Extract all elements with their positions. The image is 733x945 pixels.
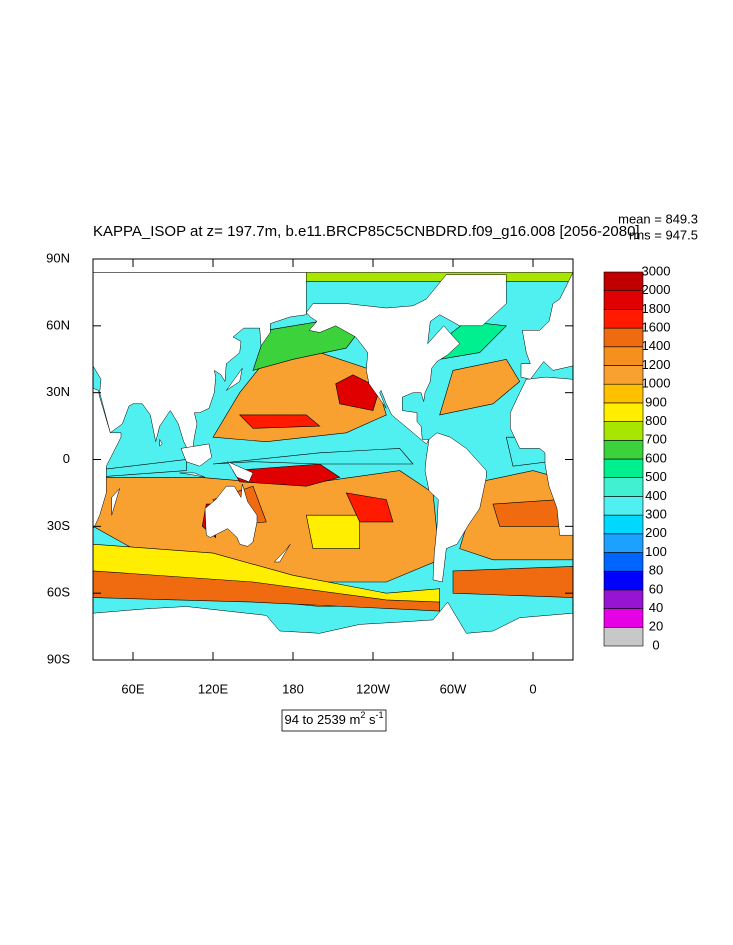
x-tick-label: 120W <box>356 681 391 696</box>
x-tick-label: 0 <box>529 681 536 696</box>
range-text: s <box>365 712 376 727</box>
y-tick-label: 30N <box>46 384 70 399</box>
range-label: 94 to 2539 m2 s-1 <box>284 710 383 727</box>
ocean-field <box>212 448 414 465</box>
colorbar-label: 1800 <box>642 301 671 316</box>
land <box>111 488 120 516</box>
colorbar-label: 20 <box>649 619 663 634</box>
colorbar-label: 80 <box>649 563 663 578</box>
colorbar-label: 3000 <box>642 263 671 278</box>
colorbar-box <box>603 496 644 516</box>
colorbar-box <box>603 290 644 310</box>
range-sup: -1 <box>376 710 384 720</box>
land <box>93 387 122 530</box>
colorbar-label: 60 <box>649 581 663 596</box>
colorbar-box <box>603 552 644 572</box>
colorbar-label: 200 <box>645 525 667 540</box>
land <box>180 443 212 467</box>
land <box>227 461 254 483</box>
chart-title: KAPPA_ISOP at z= 197.7m, b.e11.BRCP85C5C… <box>93 223 640 240</box>
colorbar-box <box>603 477 644 497</box>
ocean-field <box>335 374 381 411</box>
colorbar-box <box>603 346 644 366</box>
land <box>510 376 573 536</box>
y-tick-label: 60N <box>46 317 70 332</box>
ocean-field <box>345 492 394 523</box>
colorbar-label: 2000 <box>642 282 671 297</box>
colorbar-box <box>603 458 644 479</box>
land <box>305 274 507 445</box>
colorbar-box <box>603 626 644 647</box>
colorbar-label: 700 <box>645 432 667 447</box>
x-tick-label: 180 <box>282 681 304 696</box>
colorbar-box <box>603 421 644 441</box>
y-tick-label: 60S <box>47 585 70 600</box>
colorbar-label: 900 <box>645 394 667 409</box>
colorbar-box <box>603 533 644 553</box>
y-tick-label: 90N <box>46 250 70 265</box>
land <box>204 483 258 547</box>
y-tick-label: 90S <box>47 651 70 666</box>
range-sup: 2 <box>360 710 365 720</box>
ocean-field <box>93 459 187 478</box>
x-tick-label: 120E <box>198 681 229 696</box>
colorbar-label: 1200 <box>642 357 671 372</box>
land <box>226 368 243 391</box>
range-box <box>281 709 387 732</box>
colorbar-box <box>603 271 644 292</box>
mean-annotation: mean = 849.3 <box>618 211 698 226</box>
colorbar-box <box>603 514 644 535</box>
colorbar-box <box>603 327 644 348</box>
colorbar-label: 1000 <box>642 376 671 391</box>
colorbar-label: 400 <box>645 488 667 503</box>
ocean-field <box>452 566 573 598</box>
colorbar-box <box>603 570 644 591</box>
colorbar-label: 300 <box>645 507 667 522</box>
land <box>273 544 291 563</box>
colorbar-label: 600 <box>645 450 667 465</box>
colorbar-label: 100 <box>645 544 667 559</box>
y-tick-label: 30S <box>47 518 70 533</box>
colorbar-box <box>603 383 644 404</box>
colorbar-box <box>603 439 644 460</box>
colorbar-box <box>603 309 644 329</box>
colorbar-box <box>603 608 644 628</box>
land <box>520 272 573 380</box>
colorbar-box <box>603 402 644 422</box>
colorbar-label: 1400 <box>642 338 671 353</box>
x-tick-label: 60W <box>440 681 467 696</box>
land <box>93 259 573 273</box>
y-tick-label: 0 <box>63 451 70 466</box>
ocean-field <box>232 463 341 487</box>
colorbar-box <box>603 589 644 609</box>
land <box>424 432 487 583</box>
colorbar-label: 0 <box>652 637 659 652</box>
ocean-field <box>238 414 321 429</box>
land <box>93 272 307 459</box>
ocean-field <box>439 358 521 416</box>
colorbar-label: 40 <box>649 600 663 615</box>
colorbar-box <box>603 365 644 385</box>
land <box>93 601 573 660</box>
range-text: 94 to 2539 m <box>284 712 360 727</box>
rms-annotation: rms = 947.5 <box>629 227 698 242</box>
x-tick-label: 60E <box>121 681 144 696</box>
ocean-field <box>305 514 361 549</box>
colorbar-label: 1600 <box>642 320 671 335</box>
colorbar-label: 500 <box>645 469 667 484</box>
land <box>179 472 206 478</box>
map <box>93 259 573 660</box>
colorbar-label: 800 <box>645 413 667 428</box>
ocean-field <box>93 570 441 612</box>
land <box>159 438 163 447</box>
